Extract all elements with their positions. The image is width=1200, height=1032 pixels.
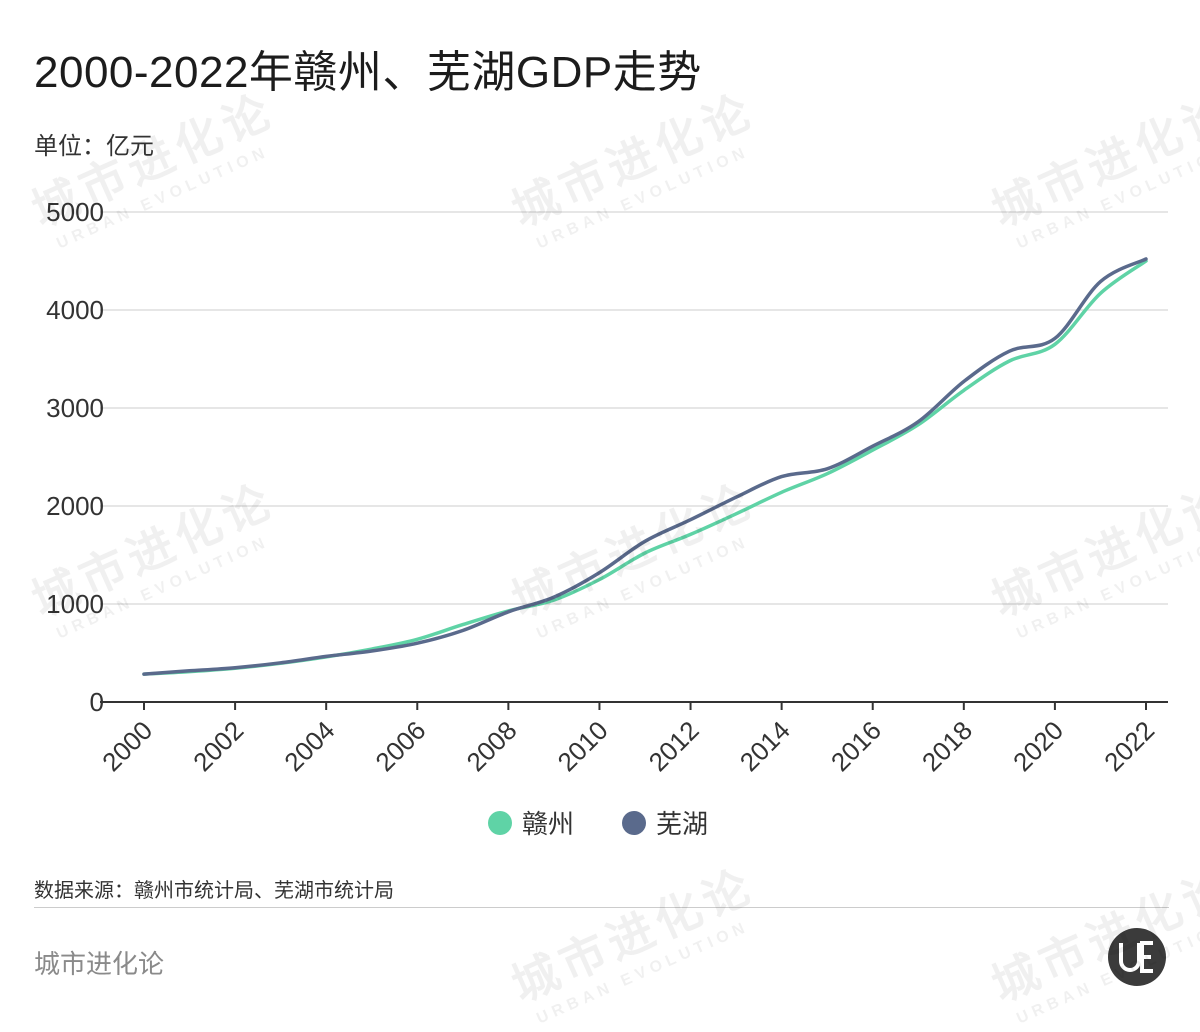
y-tick-label: 5000 <box>46 197 104 227</box>
watermark-en: URBAN EVOLUTION <box>534 918 752 1028</box>
x-tick-label: 2020 <box>1007 715 1069 777</box>
x-tick-label: 2004 <box>278 715 340 777</box>
y-tick-label: 3000 <box>46 393 104 423</box>
legend-item-ganzhou: 赣州 <box>488 809 574 839</box>
x-tick-label: 2022 <box>1098 715 1160 777</box>
y-axis: 0 1000 2000 3000 4000 5000 <box>46 197 104 717</box>
ue-logo-icon <box>1119 941 1153 973</box>
x-tick-label: 2000 <box>96 715 158 777</box>
x-tick-label: 2010 <box>552 715 614 777</box>
series-lines <box>142 257 1148 676</box>
grid-lines <box>100 211 1168 605</box>
watermark-en: URBAN EVOLUTION <box>1014 918 1200 1028</box>
watermark-cn: 城市进化论 <box>504 858 763 1012</box>
series-line-wuhu <box>142 257 1148 676</box>
unit-label: 单位：亿元 <box>34 133 154 160</box>
legend-item-wuhu: 芜湖 <box>622 809 708 839</box>
x-tick-label: 2018 <box>916 715 978 777</box>
x-tick-label: 2014 <box>734 715 796 777</box>
y-tick-label: 2000 <box>46 491 104 521</box>
series-line-ganzhou <box>142 259 1148 676</box>
y-tick-label: 1000 <box>46 589 104 619</box>
x-axis: 2000 2002 2004 2006 2008 2010 2012 2014 2016 2018… <box>96 701 1168 777</box>
x-tick-label: 2008 <box>460 715 522 777</box>
x-tick-label: 2012 <box>643 715 705 777</box>
x-tick-label: 2006 <box>369 715 431 777</box>
legend-marker-wuhu <box>622 811 646 835</box>
legend-label-wuhu: 芜湖 <box>656 809 708 839</box>
watermark: 城市进化论 URBAN EVOLUTION <box>980 849 1200 1031</box>
ue-logo <box>1108 928 1166 986</box>
x-tick-label: 2016 <box>825 715 887 777</box>
chart-title: 2000-2022年赣州、芜湖GDP走势 <box>34 48 702 97</box>
brand-label: 城市进化论 <box>34 949 165 979</box>
source-note: 数据来源：赣州市统计局、芜湖市统计局 <box>34 880 394 902</box>
legend-marker-ganzhou <box>488 811 512 835</box>
y-tick-label: 0 <box>90 687 104 717</box>
legend-label-ganzhou: 赣州 <box>522 809 574 839</box>
legend: 赣州 芜湖 <box>488 809 708 839</box>
x-tick-label: 2002 <box>187 715 249 777</box>
watermark-cn: 城市进化论 <box>984 858 1200 1012</box>
footer-divider <box>34 907 1169 908</box>
y-tick-label: 4000 <box>46 295 104 325</box>
watermark: 城市进化论 URBAN EVOLUTION <box>500 849 772 1031</box>
